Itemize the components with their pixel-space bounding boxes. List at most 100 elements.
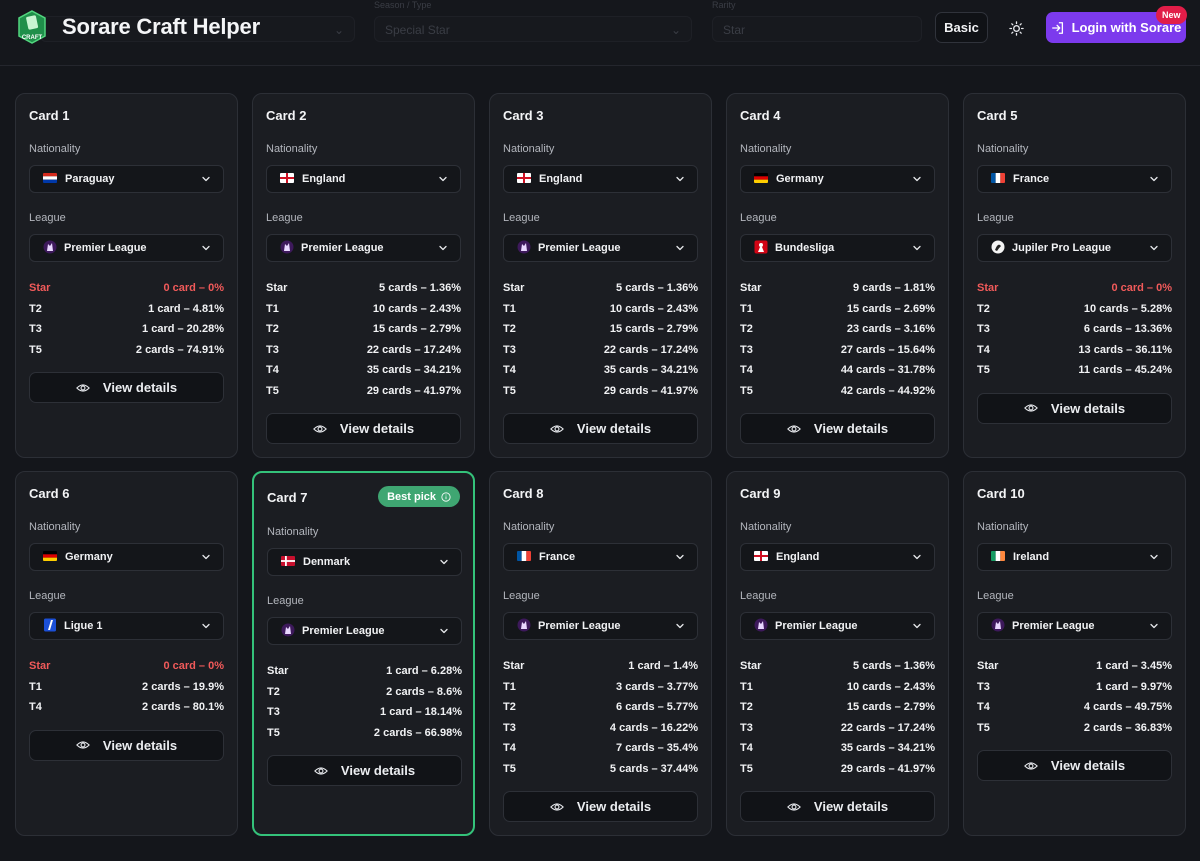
view-details-button[interactable]: View details xyxy=(977,750,1172,781)
tier-name: T3 xyxy=(503,721,516,734)
tier-name: Star xyxy=(267,665,289,678)
view-details-button[interactable]: View details xyxy=(29,729,224,761)
league-select[interactable]: Jupiler Pro League xyxy=(977,234,1172,262)
tier-value: 35 cards – 34.21% xyxy=(603,364,698,377)
nationality-value: Germany xyxy=(776,173,824,185)
league-select[interactable]: Premier League xyxy=(977,612,1172,640)
nationality-select[interactable]: England xyxy=(266,165,461,193)
tier-value: 2 cards – 74.91% xyxy=(135,343,224,356)
view-details-button[interactable]: View details xyxy=(29,372,224,403)
season-filter-label: Season / Type xyxy=(374,0,432,10)
card-1: Card 1 Nationality Paraguay League Premier… xyxy=(15,93,238,458)
tier-row: Star 1 card – 3.45% xyxy=(977,656,1172,677)
tier-value: 35 cards – 34.21% xyxy=(840,742,935,755)
league-select[interactable]: Premier League xyxy=(503,612,698,640)
tier-value: 1 card – 9.97% xyxy=(1096,680,1172,693)
tier-value: 0 card – 0% xyxy=(163,660,224,673)
tier-name: T3 xyxy=(29,323,42,336)
card-5: Card 5 Nationality France League Jupiler P… xyxy=(963,93,1186,458)
tier-row: T4 4 cards – 49.75% xyxy=(977,697,1172,718)
tier-row: T3 22 cards – 17.24% xyxy=(266,340,461,361)
view-details-label: View details xyxy=(576,799,652,814)
england-flag-icon xyxy=(517,172,539,186)
tier-value: 6 cards – 5.77% xyxy=(616,701,698,714)
tier-list: Star 5 cards – 1.36% T1 10 cards – 2.43%… xyxy=(266,278,461,401)
filter-select-1[interactable]: ⌄ xyxy=(40,16,355,42)
view-details-button[interactable]: View details xyxy=(503,413,698,444)
tier-value: 2 cards – 66.98% xyxy=(373,726,462,739)
nationality-select[interactable]: France xyxy=(977,165,1172,193)
tier-row: T3 22 cards – 17.24% xyxy=(503,340,698,361)
nationality-label: Nationality xyxy=(29,521,81,533)
nationality-value: Denmark xyxy=(303,556,351,568)
theme-toggle-button[interactable] xyxy=(1002,14,1030,42)
rarity-filter-select[interactable]: Star xyxy=(712,16,922,42)
nationality-select[interactable]: Ireland xyxy=(977,543,1172,571)
nationality-select[interactable]: France xyxy=(503,543,698,571)
tier-row: T5 42 cards – 44.92% xyxy=(740,381,935,402)
tier-value: 44 cards – 31.78% xyxy=(840,364,935,377)
denmark-flag-icon xyxy=(281,555,303,569)
tier-row: Star 5 cards – 1.36% xyxy=(740,656,935,677)
league-label: League xyxy=(977,212,1014,224)
league-select[interactable]: Bundesliga xyxy=(740,234,935,262)
tier-name: T1 xyxy=(503,680,516,693)
league-select[interactable]: Ligue 1 xyxy=(29,612,224,640)
view-details-button[interactable]: View details xyxy=(740,413,935,444)
card-4: Card 4 Nationality Germany League Bundesli… xyxy=(726,93,949,458)
basic-mode-button[interactable]: Basic xyxy=(935,12,988,43)
league-value: Premier League xyxy=(1012,620,1095,632)
league-select[interactable]: Premier League xyxy=(266,234,461,262)
chevron-down-icon xyxy=(913,176,921,182)
league-select[interactable]: Premier League xyxy=(503,234,698,262)
tier-value: 13 cards – 36.11% xyxy=(1078,343,1172,356)
view-details-button[interactable]: View details xyxy=(740,791,935,822)
tier-value: 1 card – 1.4% xyxy=(628,660,698,673)
season-filter-select[interactable]: Special Star ⌄ xyxy=(374,16,692,42)
nationality-select[interactable]: England xyxy=(503,165,698,193)
league-label: League xyxy=(267,595,304,607)
nationality-label: Nationality xyxy=(266,143,318,155)
nationality-select[interactable]: England xyxy=(740,543,935,571)
view-details-button[interactable]: View details xyxy=(977,392,1172,424)
tier-value: 1 card – 6.28% xyxy=(386,665,462,678)
view-details-button[interactable]: View details xyxy=(503,791,698,822)
tier-value: 35 cards – 34.21% xyxy=(366,364,461,377)
tier-name: T5 xyxy=(267,726,280,739)
view-details-button[interactable]: View details xyxy=(267,755,462,786)
league-label: League xyxy=(740,590,777,602)
rarity-filter-label: Rarity xyxy=(712,0,736,10)
tier-row: T4 44 cards – 31.78% xyxy=(740,360,935,381)
card-3: Card 3 Nationality England League Premier … xyxy=(489,93,712,458)
best-pick-badge[interactable]: Best pick xyxy=(378,486,460,507)
league-select[interactable]: Premier League xyxy=(267,617,462,645)
card-title: Card 3 xyxy=(503,108,544,123)
nationality-value: England xyxy=(539,173,583,185)
jupiler-pro-league-icon xyxy=(991,240,1012,257)
league-select[interactable]: Premier League xyxy=(29,234,224,262)
england-flag-icon xyxy=(280,172,302,186)
league-value: Premier League xyxy=(301,242,384,254)
chevron-down-icon xyxy=(676,176,684,182)
tier-name: Star xyxy=(740,660,762,673)
card-title: Card 2 xyxy=(266,108,307,123)
nationality-select[interactable]: Germany xyxy=(29,543,224,571)
card-9: Card 9 Nationality England League Premier … xyxy=(726,471,949,836)
tier-value: 5 cards – 1.36% xyxy=(616,282,698,295)
tier-name: T4 xyxy=(29,701,42,714)
card-title: Card 8 xyxy=(503,486,544,501)
chevron-down-icon: ⌄ xyxy=(670,23,681,37)
nationality-select[interactable]: Germany xyxy=(740,165,935,193)
league-select[interactable]: Premier League xyxy=(740,612,935,640)
tier-name: T4 xyxy=(503,364,516,377)
tier-value: 0 card – 0% xyxy=(1111,282,1172,295)
france-flag-icon xyxy=(517,550,539,564)
chevron-down-icon xyxy=(1150,623,1158,629)
germany-flag-icon xyxy=(43,550,65,564)
chevron-down-icon xyxy=(440,628,448,634)
tier-row: T1 15 cards – 2.69% xyxy=(740,299,935,320)
view-details-button[interactable]: View details xyxy=(266,413,461,444)
nationality-select[interactable]: Paraguay xyxy=(29,165,224,193)
nationality-select[interactable]: Denmark xyxy=(267,548,462,576)
top-bar: Season / Type Rarity ⌄ Special Star ⌄ St… xyxy=(0,0,1200,66)
